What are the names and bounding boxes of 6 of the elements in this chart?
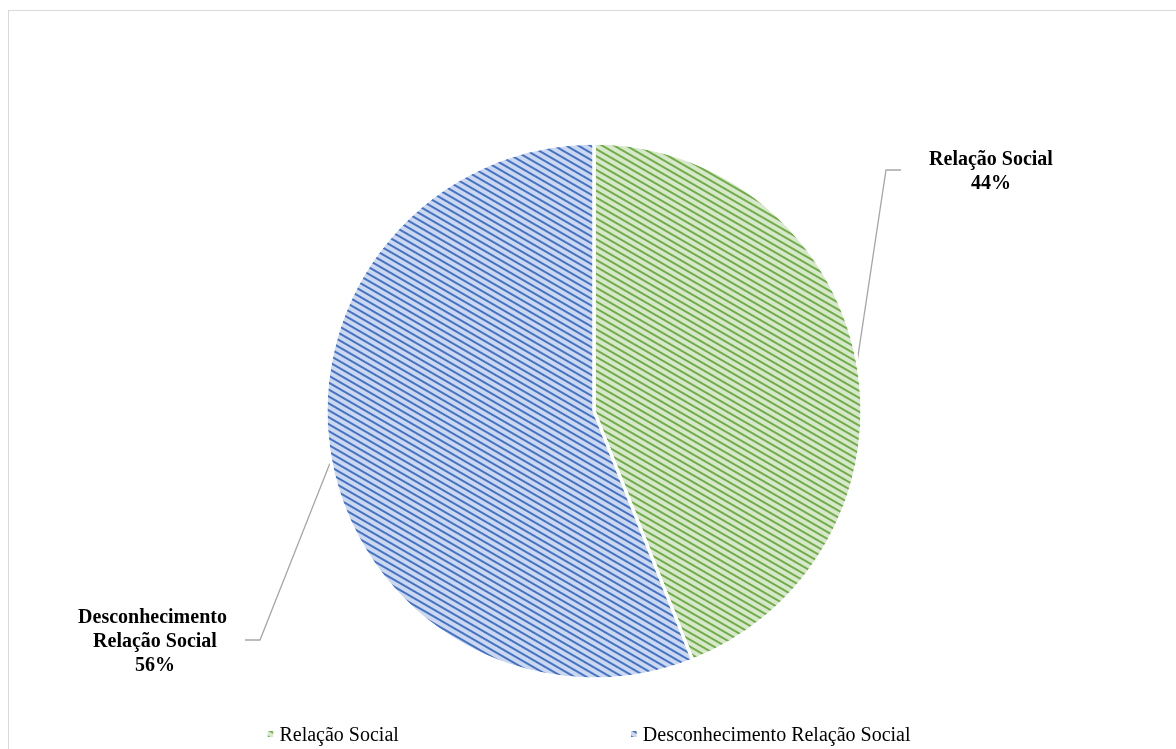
- slice-label: Relação Social: [929, 147, 1054, 170]
- data-label: 44%: [971, 171, 1011, 193]
- data-label: 56%: [135, 653, 175, 675]
- legend-label: Relação Social: [279, 723, 400, 746]
- legend-label: Desconhecimento Relação Social: [642, 723, 911, 746]
- slice-label: Desconhecimento Relação Social: [78, 605, 232, 652]
